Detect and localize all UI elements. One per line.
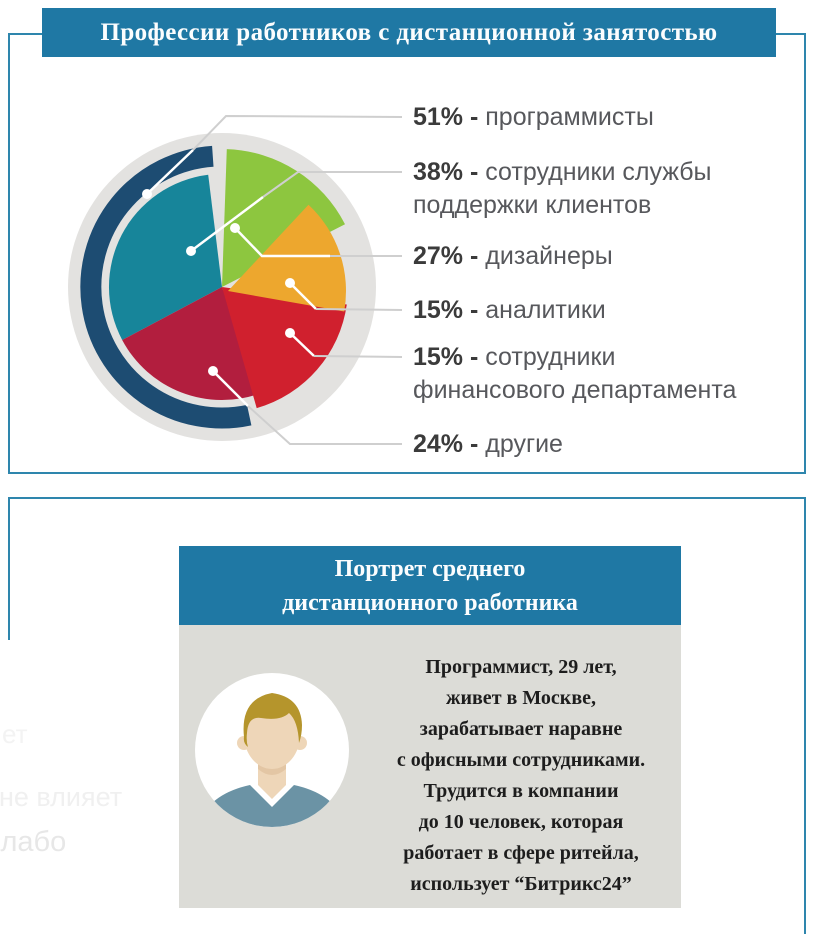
portrait-text-line: живет в Москве,: [445, 687, 597, 709]
pie-slice-analysts: [222, 287, 347, 409]
pie-navy-arc: [80, 145, 252, 429]
leader-line-51-outer: [192, 114, 403, 151]
label-name-line2: поддержки клиентов: [413, 191, 652, 219]
chart-label-analysts: 15% - аналитики: [413, 294, 743, 327]
label-percent: 51% -: [413, 103, 479, 131]
portrait-text-line: до 10 человек, которая: [418, 811, 624, 833]
professions-title: Профессии работников с дистанционной зан…: [100, 18, 718, 46]
leader-line-38-inner: [190, 196, 264, 252]
chart-label-finance: 15% - сотрудники финансового департамент…: [413, 341, 743, 407]
leader-line-15a-outer: [315, 308, 403, 311]
avatar-hair: [243, 693, 302, 747]
leader-dot-51: [142, 189, 152, 199]
avatar-shoulders: [200, 785, 344, 827]
portrait-description: Программист, 29 лет, живет в Москве, зар…: [362, 652, 680, 900]
label-name-line2: финансового департамента: [413, 376, 737, 404]
leader-line-38-outer: [262, 171, 402, 198]
leader-dots: [142, 189, 295, 376]
pie-slice-support: [222, 149, 345, 287]
leader-line-15b-inner: [289, 332, 315, 357]
label-percent: 38% -: [413, 158, 479, 186]
pie-slice-finance: [122, 287, 261, 401]
leader-line-15b-outer: [313, 355, 403, 358]
chart-label-programmers: 51% - программисты: [413, 101, 743, 134]
border-patch: [0, 640, 13, 934]
label-name: сотрудники службы: [485, 158, 712, 186]
professions-title-bar: Профессии работников с дистанционной зан…: [42, 8, 776, 57]
label-percent: 27% -: [413, 242, 479, 270]
leader-dot-38: [186, 246, 196, 256]
watermark-fragment: ет: [2, 719, 28, 749]
leader-dot-15b: [285, 328, 295, 338]
portrait-title-line1: Портрет среднего: [334, 555, 526, 582]
portrait-text-line: работает в сфере ритейла,: [403, 842, 639, 864]
portrait-text-line: использует “Битрикс24”: [410, 873, 632, 895]
chart-label-designers: 27% - дизайнеры: [413, 240, 743, 273]
portrait-text-line: с офисными сотрудниками.: [396, 749, 646, 771]
pie-chart: [68, 114, 403, 445]
label-name: сотрудники: [485, 343, 616, 371]
pie-slice-programmers: [108, 174, 222, 340]
leader-line-27-inner: [234, 227, 330, 258]
label-percent: 15% -: [413, 296, 479, 324]
label-name: аналитики: [485, 296, 606, 324]
leader-dot-15a: [285, 278, 295, 288]
chart-label-support: 38% - сотрудники службы поддержки клиент…: [413, 156, 743, 222]
leader-lines: [146, 114, 403, 445]
pie-slice-designers: [228, 204, 346, 312]
label-percent: 24% -: [413, 430, 479, 458]
chart-label-others: 24% - другие: [413, 428, 743, 461]
label-name: другие: [485, 430, 563, 458]
portrait-text-line: Программист, 29 лет,: [425, 656, 617, 678]
portrait-text-line: зарабатывает наравне: [419, 718, 623, 740]
portrait-title-line2: дистанционного работника: [282, 589, 578, 616]
leader-line-24-inner: [212, 370, 249, 407]
label-name: дизайнеры: [485, 242, 613, 270]
watermark-fragment: не влияет: [0, 782, 123, 812]
leader-dot-27: [230, 223, 240, 233]
leader-line-24-outer: [247, 405, 402, 445]
avatar: [195, 673, 349, 827]
avatar-face: [244, 701, 300, 769]
portrait-title-bar: Портрет среднего дистанционного работник…: [179, 546, 681, 625]
leader-line-15a-inner: [289, 282, 317, 310]
portrait-text-line: Трудится в компании: [423, 780, 619, 802]
leader-line-51-inner: [146, 149, 194, 195]
label-name: программисты: [485, 103, 654, 131]
leader-dot-24: [208, 366, 218, 376]
watermark-fragment: слабо: [0, 826, 67, 858]
label-percent: 15% -: [413, 343, 479, 371]
